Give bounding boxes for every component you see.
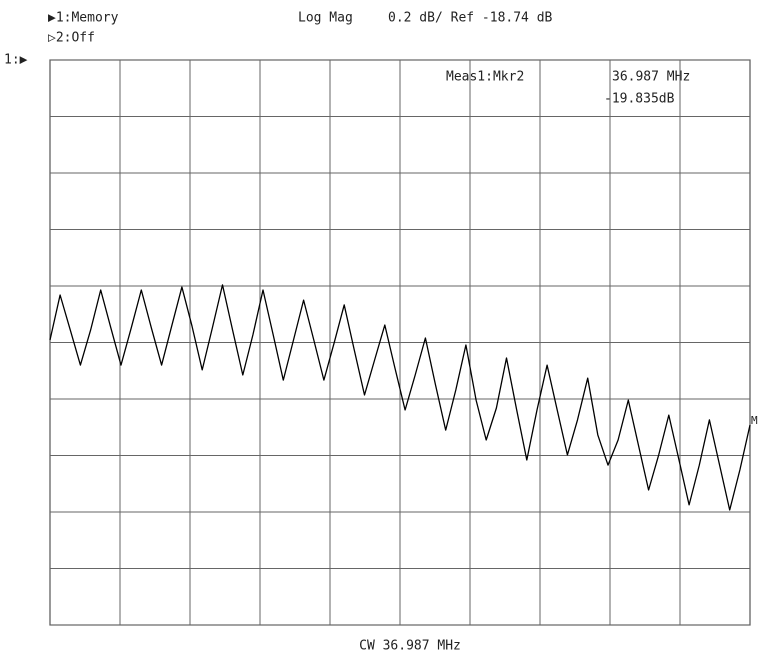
trace (49, 284, 751, 511)
format-label: Log Mag (298, 11, 353, 26)
trace-label: ▷2:Off (48, 31, 95, 46)
trace-label: ▶1:Memory (48, 11, 119, 26)
end-marker: M (751, 414, 758, 427)
footer: CW 36.987 MHz (359, 639, 461, 654)
marker-value: -19.835dB (604, 92, 675, 107)
marker-frequency: 36.987 MHz (612, 70, 690, 85)
scale-label: 0.2 dB/ Ref -18.74 dB (388, 11, 553, 26)
grid (49, 59, 751, 626)
plot: M (49, 284, 758, 511)
marker-label: Meas1:Mkr2 (446, 70, 524, 85)
reference-marker: 1:▶ (4, 53, 28, 68)
